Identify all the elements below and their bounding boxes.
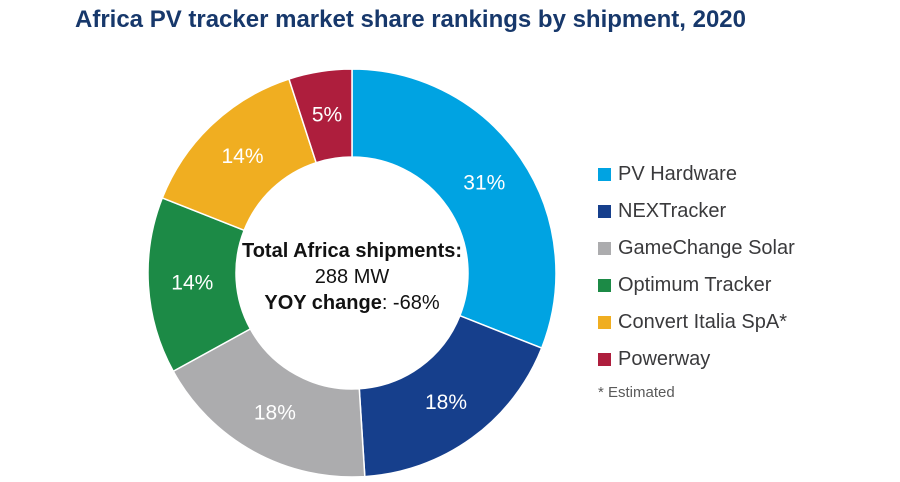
center-yoy-label: YOY change xyxy=(264,292,382,314)
legend-item-gamechange-solar: GameChange Solar xyxy=(598,236,795,260)
legend-item-pv-hardware: PV Hardware xyxy=(598,162,795,186)
segment-label-pv-hardware: 31% xyxy=(463,172,505,195)
chart-title: Africa PV tracker market share rankings … xyxy=(75,6,746,33)
legend-item-convert-italia-spa: Convert Italia SpA* xyxy=(598,310,795,334)
legend-item-optimum-tracker: Optimum Tracker xyxy=(598,273,795,297)
donut-segment-pv-hardware xyxy=(351,68,557,350)
legend-swatch-optimum-tracker xyxy=(598,278,611,292)
legend-swatch-convert-italia-spa xyxy=(598,315,611,329)
legend-label-gamechange-solar: GameChange Solar xyxy=(618,236,795,259)
segment-label-optimum-tracker: 14% xyxy=(171,272,213,295)
segment-label-nextracker: 18% xyxy=(425,391,467,414)
legend-item-nextracker: NEXTracker xyxy=(598,199,795,223)
legend-label-pv-hardware: PV Hardware xyxy=(618,162,737,185)
center-line-mw: 288 MW xyxy=(314,266,390,288)
legend-label-powerway: Powerway xyxy=(618,347,711,370)
legend-swatch-pv-hardware xyxy=(598,167,611,181)
legend-label-nextracker: NEXTracker xyxy=(618,199,727,222)
center-line-yoy: YOY change: -68% xyxy=(202,290,502,316)
segment-label-convert-italia-spa: 14% xyxy=(221,145,263,168)
legend: PV Hardware NEXTracker GameChange Solar Opt… xyxy=(598,162,795,401)
legend-swatch-nextracker xyxy=(598,204,611,218)
donut-segment-gamechange-solar xyxy=(172,327,366,478)
segment-label-gamechange-solar: 18% xyxy=(254,402,296,425)
legend-label-convert-italia-spa: Convert Italia SpA* xyxy=(618,310,787,333)
legend-swatch-powerway xyxy=(598,352,611,366)
legend-label-optimum-tracker: Optimum Tracker xyxy=(618,273,772,296)
center-yoy-value: : -68% xyxy=(381,292,440,314)
donut-segment-nextracker xyxy=(358,314,543,478)
legend-footnote: * Estimated xyxy=(598,384,675,401)
legend-item-powerway: Powerway xyxy=(598,347,795,371)
legend-swatch-gamechange-solar xyxy=(598,241,611,255)
donut-center-label: Total Africa shipments: 288 MW YOY chang… xyxy=(202,238,502,316)
center-line-total: Total Africa shipments: xyxy=(241,240,463,262)
donut-segment-powerway xyxy=(288,68,353,164)
segment-label-powerway: 5% xyxy=(312,104,342,127)
